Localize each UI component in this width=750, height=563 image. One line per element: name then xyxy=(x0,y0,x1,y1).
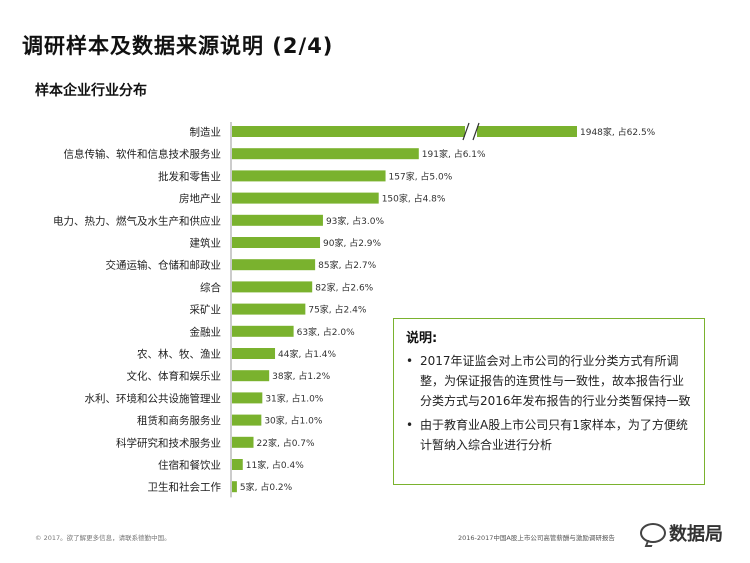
bar xyxy=(232,392,263,404)
data-label: 82家, 占2.6% xyxy=(315,281,373,293)
data-label: 31家, 占1.0% xyxy=(265,392,323,404)
footer-report-title: 2016-2017中国A股上市公司高管薪酬与激励调研报告 xyxy=(458,534,615,542)
category-label: 信息传输、软件和信息技术服务业 xyxy=(64,148,222,161)
data-label: 157家, 占5.0% xyxy=(389,170,453,182)
data-label: 93家, 占3.0% xyxy=(326,215,384,227)
bar xyxy=(232,214,323,226)
data-label: 11家, 占0.4% xyxy=(246,459,304,471)
bar xyxy=(232,481,237,493)
data-label: 90家, 占2.9% xyxy=(323,237,381,249)
bar xyxy=(232,148,419,160)
data-label: 44家, 占1.4% xyxy=(278,348,336,360)
axis-break-mark xyxy=(472,122,480,141)
category-label: 卫生和社会工作 xyxy=(148,481,222,494)
bar xyxy=(232,281,313,293)
category-label: 综合 xyxy=(200,281,221,294)
data-label: 1948家, 占62.5% xyxy=(580,126,656,138)
category-label: 制造业 xyxy=(190,126,222,139)
bar xyxy=(232,170,386,182)
category-label: 文化、体育和娱乐业 xyxy=(127,370,222,383)
data-label: 63家, 占2.0% xyxy=(297,326,355,338)
data-label: 38家, 占1.2% xyxy=(272,370,330,382)
bar xyxy=(232,414,262,426)
data-label: 85家, 占2.7% xyxy=(318,259,376,271)
bar xyxy=(232,259,316,271)
category-label: 交通运输、仓储和邮政业 xyxy=(106,259,222,272)
data-label: 191家, 占6.1% xyxy=(422,148,486,160)
footer-copyright: © 2017。欲了解更多信息，请联系德勤中国。 xyxy=(35,534,171,542)
data-label: 5家, 占0.2% xyxy=(240,481,293,493)
watermark: 数据局 xyxy=(640,520,723,546)
watermark-text: 数据局 xyxy=(669,524,723,545)
category-label: 批发和零售业 xyxy=(158,170,221,183)
category-label: 电力、热力、燃气及水生产和供应业 xyxy=(53,214,221,227)
category-label: 金融业 xyxy=(190,325,222,338)
category-label: 建筑业 xyxy=(190,237,222,250)
axis-break-gap xyxy=(465,123,477,140)
bar xyxy=(232,436,254,448)
bar xyxy=(232,348,276,359)
category-label: 水利、环境和公共设施管理业 xyxy=(85,392,222,405)
data-label: 75家, 占2.4% xyxy=(308,304,366,316)
axis-break-mark xyxy=(462,122,470,141)
category-label: 房地产业 xyxy=(179,192,221,205)
bar xyxy=(232,370,270,382)
chat-bubble-icon xyxy=(640,523,666,543)
bar xyxy=(232,192,379,204)
bar xyxy=(232,303,306,315)
data-label: 30家, 占1.0% xyxy=(264,415,322,427)
category-label: 农、林、牧、渔业 xyxy=(137,348,221,361)
bar xyxy=(232,237,321,248)
category-label: 租赁和商务服务业 xyxy=(137,414,221,427)
note-title: 说明: xyxy=(406,331,438,346)
section-title: 样本企业行业分布 xyxy=(35,83,147,99)
page-title: 调研样本及数据来源说明 (2/4) xyxy=(22,34,334,58)
note-item: 由于教育业A股上市公司只有1家样本，为了方便统计暂纳入综合业进行分析 xyxy=(406,415,692,455)
note-item: 2017年证监会对上市公司的行业分类方式有所调整，为保证报告的连贯性与一致性，故… xyxy=(406,351,692,411)
bar xyxy=(232,459,243,470)
bar xyxy=(232,325,294,337)
category-label: 采矿业 xyxy=(190,303,222,316)
note-list: 2017年证监会对上市公司的行业分类方式有所调整，为保证报告的连贯性与一致性，故… xyxy=(406,351,692,455)
category-label: 科学研究和技术服务业 xyxy=(116,436,221,449)
note-box: 说明: 2017年证监会对上市公司的行业分类方式有所调整，为保证报告的连贯性与一… xyxy=(393,318,705,485)
data-label: 22家, 占0.7% xyxy=(257,437,315,449)
data-label: 150家, 占4.8% xyxy=(382,193,446,205)
category-label: 住宿和餐饮业 xyxy=(158,459,221,472)
bar xyxy=(232,126,577,137)
